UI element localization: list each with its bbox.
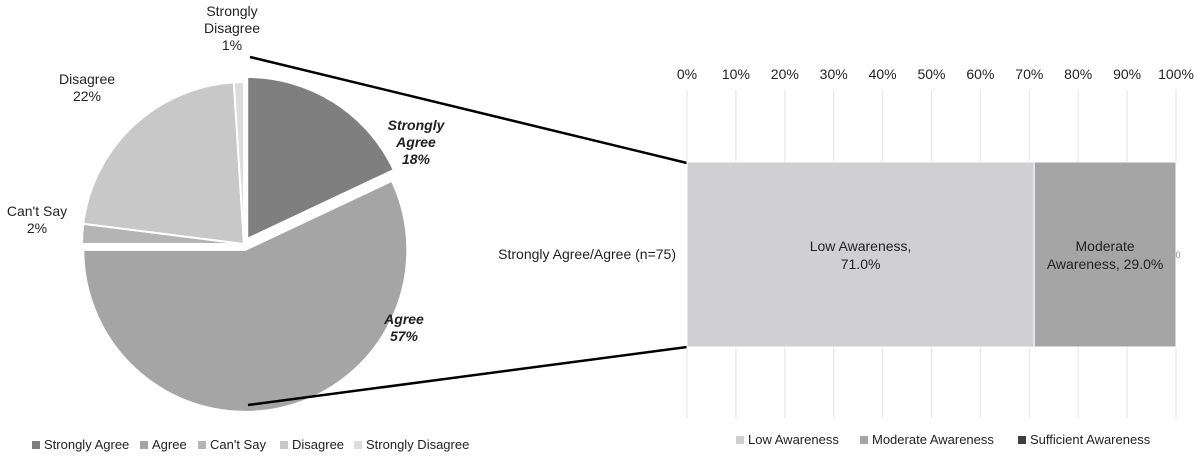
legend-swatch-agree bbox=[140, 441, 148, 449]
legend-label-sufficient-awareness: Sufficient Awareness bbox=[1030, 432, 1151, 447]
x-tick-label: 30% bbox=[820, 66, 848, 82]
x-tick-label: 100% bbox=[1158, 66, 1194, 82]
legend-swatch-strongly-disagree bbox=[354, 441, 362, 449]
pie-legend: Strongly Agree Agree Can't Say Disagree Stro… bbox=[32, 437, 469, 452]
pie-label-strongly-agree: Strongly Agree 18% bbox=[388, 117, 446, 167]
bar-segment-moderate-awareness bbox=[1034, 162, 1176, 347]
x-tick-label: 40% bbox=[869, 66, 897, 82]
x-tick-label: 80% bbox=[1064, 66, 1092, 82]
bar-label-sufficient-awareness: 0 bbox=[1175, 250, 1180, 260]
bar-legend: Low Awareness Moderate Awareness Sufficien… bbox=[736, 432, 1151, 447]
legend-swatch-strongly-agree bbox=[32, 441, 40, 449]
legend-label-strongly-agree: Strongly Agree bbox=[44, 437, 129, 452]
legend-label-can-t-say: Can't Say bbox=[210, 437, 266, 452]
x-tick-label: 0% bbox=[677, 66, 697, 82]
legend-label-disagree: Disagree bbox=[292, 437, 344, 452]
legend-label-moderate-awareness: Moderate Awareness bbox=[872, 432, 994, 447]
x-tick-label: 70% bbox=[1015, 66, 1043, 82]
legend-label-strongly-disagree: Strongly Disagree bbox=[366, 437, 469, 452]
legend-swatch-can-t-say bbox=[198, 441, 206, 449]
legend-label-agree: Agree bbox=[152, 437, 187, 452]
legend-swatch-disagree bbox=[280, 441, 288, 449]
bar-segment-low-awareness bbox=[687, 162, 1034, 347]
pie-label-agree: Agree 57% bbox=[383, 311, 424, 344]
x-tick-label: 10% bbox=[722, 66, 750, 82]
legend-swatch-moderate-awareness bbox=[860, 436, 868, 444]
pie-label-strongly-disagree: Strongly Disagree 1% bbox=[204, 3, 260, 53]
x-tick-label: 20% bbox=[771, 66, 799, 82]
stacked-bar-chart: 0% 10% 20% 30% 40% 50% 60% 70% 80% 90% 100% Strongl… bbox=[498, 66, 1194, 418]
pie-label-can-t-say: Can't Say 2% bbox=[7, 203, 67, 236]
pie-slice-disagree bbox=[83, 82, 244, 244]
legend-swatch-low-awareness bbox=[736, 436, 744, 444]
pie-chart: Strongly Agree 18% Agree 57% Can't Say 2% Disag… bbox=[7, 3, 446, 412]
x-tick-label: 90% bbox=[1113, 66, 1141, 82]
x-tick-label: 50% bbox=[917, 66, 945, 82]
x-tick-label: 60% bbox=[966, 66, 994, 82]
bar-category-label: Strongly Agree/Agree (n=75) bbox=[498, 246, 676, 262]
pie-label-disagree: Disagree 22% bbox=[59, 71, 115, 104]
legend-label-low-awareness: Low Awareness bbox=[748, 432, 839, 447]
legend-swatch-sufficient-awareness bbox=[1018, 436, 1026, 444]
